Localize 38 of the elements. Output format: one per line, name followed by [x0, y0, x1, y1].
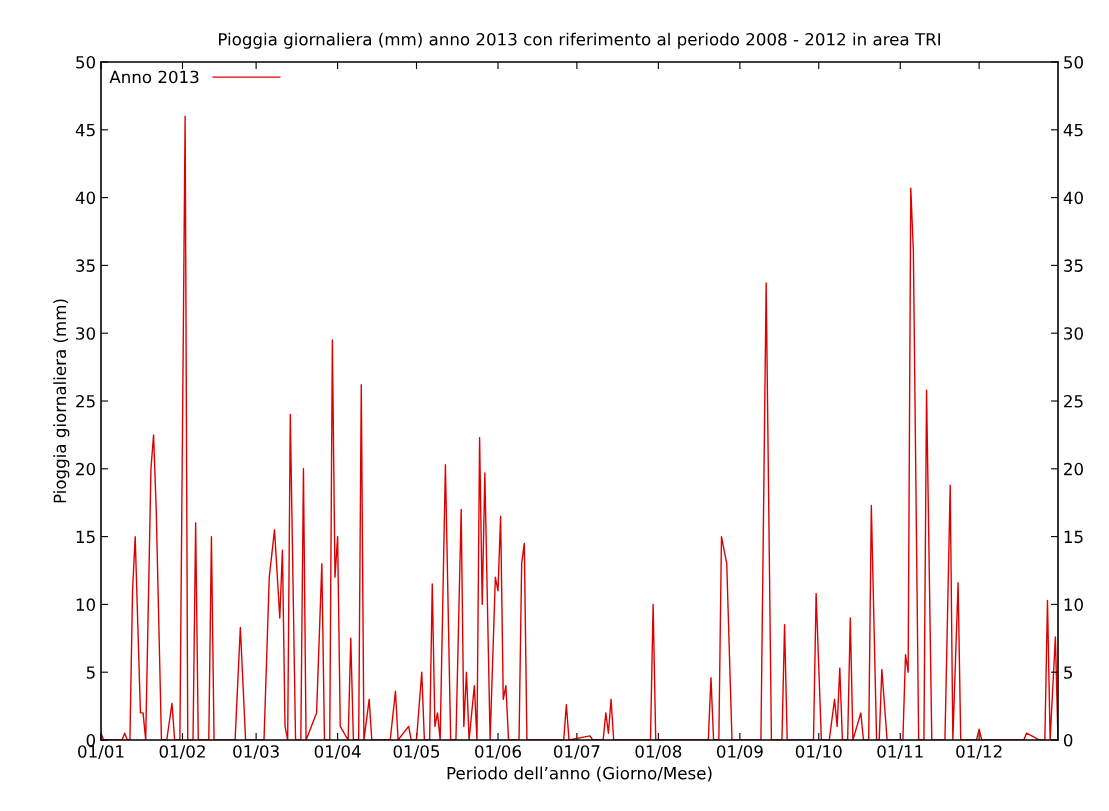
x-tick-label: 01/11: [877, 745, 923, 760]
y2-tick-label: 20: [1064, 462, 1083, 476]
y-tick-label: 35: [76, 259, 95, 272]
y-tick-label: 50: [76, 55, 96, 69]
x-tick-label: 01/07: [553, 745, 600, 760]
y2-tick-label: 5: [1064, 666, 1073, 679]
y-tick-label: 5: [86, 666, 95, 679]
y-tick-label: 45: [75, 123, 95, 137]
y-tick-label: 0: [86, 733, 96, 747]
y-tick-label: 40: [75, 191, 96, 205]
x-tick-label: 01/04: [314, 745, 361, 760]
y-tick-label: 30: [76, 327, 96, 340]
y2-tick-label: 25: [1064, 394, 1083, 408]
x-tick-label: 01/06: [475, 745, 521, 760]
y-tick-label: 20: [76, 462, 96, 476]
y2-tick-label: 50: [1064, 55, 1083, 69]
x-tick-label: 01/12: [956, 745, 1002, 760]
chart-title: Pioggia giornaliera (mm) anno 2013 con riferimento al periodo 2008 - 2012 in area TRI: [219, 32, 940, 49]
y2-tick-label: 10: [1064, 598, 1083, 611]
x-tick-label: 01/02: [159, 745, 205, 760]
y-tick-label: 15: [76, 530, 95, 544]
x-tick-label: 01/10: [795, 745, 842, 760]
y2-tick-label: 45: [1063, 123, 1083, 137]
x-axis-title: Periodo dell’anno (Giorno/Mese): [447, 766, 712, 782]
y-tick-label: 25: [76, 394, 95, 408]
y-tick-label: 10: [76, 598, 96, 611]
y2-tick-label: 0: [1063, 733, 1073, 747]
x-tick-label: 01/09: [716, 745, 763, 760]
y2-tick-label: 30: [1064, 327, 1083, 340]
x-tick-label: 01/03: [233, 745, 279, 760]
y2-tick-label: 35: [1064, 259, 1083, 272]
y-axis-title: Pioggia giornaliera (mm): [53, 299, 70, 503]
x-tick-label: 01/08: [635, 745, 682, 760]
y2-tick-label: 40: [1063, 191, 1083, 205]
x-tick-label: 01/05: [393, 745, 440, 760]
x-tick-label: 01/01: [78, 745, 124, 760]
y2-tick-label: 15: [1064, 530, 1083, 544]
legend-label: Anno 2013: [109, 70, 199, 84]
